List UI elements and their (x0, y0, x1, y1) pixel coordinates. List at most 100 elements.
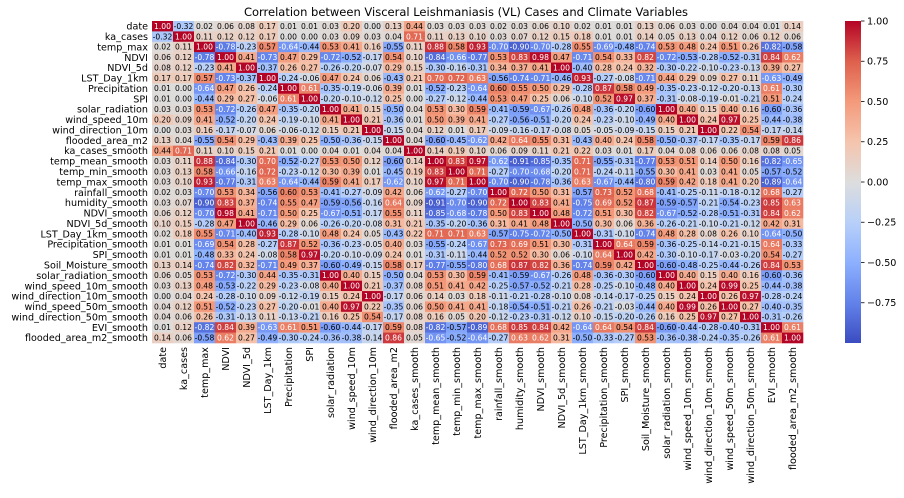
heatmap-cell (761, 176, 783, 188)
cell-value-label: -0.10 (699, 219, 719, 228)
cell-value-label: 0.04 (406, 126, 423, 135)
heatmap-cell (509, 249, 531, 261)
cell-value-label: -0.08 (300, 282, 320, 291)
cell-value-label: 0.25 (343, 313, 360, 322)
heatmap-cell (530, 301, 552, 313)
heatmap-cell (152, 301, 174, 313)
heatmap-cell (572, 322, 594, 333)
cell-value-label: 1.00 (322, 271, 339, 280)
heatmap-cell (740, 311, 762, 323)
cell-value-label: 0.09 (175, 115, 192, 124)
heatmap-cell (341, 332, 363, 344)
cell-value-label: 0.42 (469, 282, 486, 291)
heatmap-cell (362, 259, 384, 271)
cell-value-label: 0.50 (427, 115, 444, 124)
heatmap-cell (194, 197, 216, 209)
cell-value-label: 0.04 (385, 32, 402, 41)
heatmap-cell (782, 228, 804, 240)
cell-value-label: 0.63 (511, 334, 528, 343)
cell-value-label: 0.15 (658, 126, 675, 135)
heatmap-cell (698, 228, 720, 240)
heatmap-cell (614, 21, 636, 32)
cell-value-label: 1.00 (616, 250, 633, 259)
cell-value-label: 0.06 (553, 95, 570, 104)
cell-value-label: -0.35 (657, 84, 677, 93)
heatmap-cell (509, 156, 531, 167)
cell-value-label: -0.28 (216, 292, 236, 301)
cell-value-label: 0.11 (406, 43, 423, 52)
heatmap-cell (173, 187, 195, 198)
cell-value-label: 0.03 (427, 22, 444, 31)
heatmap-cell (593, 93, 615, 105)
heatmap-cell (782, 93, 804, 105)
heatmap-cell (236, 176, 258, 188)
cell-value-label: -0.84 (216, 157, 236, 166)
heatmap-cell (215, 332, 237, 344)
cell-value-label: -0.67 (531, 271, 551, 280)
heatmap-cell (467, 52, 489, 63)
cell-value-label: 1.00 (364, 126, 381, 135)
cell-value-label: 0.40 (679, 271, 696, 280)
column-label: Precipitation_smooth (599, 347, 610, 448)
heatmap-cell (719, 156, 741, 167)
cell-value-label: 0.50 (721, 157, 738, 166)
heatmap-cell (740, 197, 762, 209)
cell-value-label: -0.41 (489, 105, 509, 114)
heatmap-cell (572, 187, 594, 198)
row-label: EVI_smooth (92, 323, 148, 334)
cell-value-label: -0.91 (426, 198, 446, 207)
cell-value-label: 0.59 (595, 261, 612, 270)
cell-value-label: 0.06 (406, 302, 423, 311)
cell-value-label: 1.00 (322, 105, 339, 114)
heatmap-cell (425, 270, 447, 281)
heatmap-cell (257, 228, 279, 240)
cell-value-label: -0.26 (741, 334, 761, 343)
cell-value-label: 0.64 (595, 250, 612, 259)
heatmap-cell (383, 322, 405, 333)
heatmap-cell (614, 145, 636, 157)
heatmap-cell (782, 166, 804, 178)
cell-value-label: 0.88 (196, 157, 213, 166)
heatmap-cell (698, 145, 720, 157)
heatmap-cell (677, 156, 699, 167)
cell-value-label: -0.72 (216, 105, 236, 114)
cell-value-label: -0.10 (678, 250, 698, 259)
cell-value-label: 0.00 (406, 95, 423, 104)
cell-value-label: -0.23 (237, 302, 257, 311)
cell-value-label: 0.08 (742, 147, 759, 156)
cell-value-label: 0.53 (196, 105, 213, 114)
heatmap-cell (425, 114, 447, 126)
cell-value-label: -0.50 (783, 230, 803, 239)
heatmap-cell (425, 156, 447, 167)
heatmap-cell (530, 280, 552, 292)
cell-value-label: -0.28 (762, 292, 782, 301)
heatmap-cell (173, 41, 195, 53)
heatmap-cell (719, 72, 741, 84)
cell-value-label: 0.24 (343, 74, 360, 83)
cell-value-label: -0.62 (426, 188, 446, 197)
heatmap-cell (782, 332, 804, 344)
heatmap-cell (383, 239, 405, 250)
cell-value-label: -0.24 (300, 334, 320, 343)
heatmap-cell (362, 104, 384, 115)
cell-value-label: -0.10 (342, 250, 362, 259)
heatmap-cell (320, 145, 342, 157)
heatmap-cell (593, 270, 615, 281)
cell-value-label: -0.55 (426, 240, 446, 249)
heatmap-cell (593, 322, 615, 333)
heatmap-cell (341, 41, 363, 53)
heatmap-cell (740, 176, 762, 188)
cell-value-label: -0.68 (447, 209, 467, 218)
heatmap-cell (488, 62, 510, 74)
heatmap-cell (299, 270, 321, 281)
cell-value-label: -0.71 (258, 209, 278, 218)
heatmap-cell (257, 197, 279, 209)
cell-value-label: 0.26 (700, 302, 717, 311)
row-label: ka_cases (105, 32, 148, 43)
row-label: flooded_area_m2_smooth (25, 333, 148, 344)
colorbar-tick-label: 0.00 (867, 177, 888, 188)
heatmap-cell (677, 124, 699, 136)
cell-value-label: -0.15 (636, 126, 656, 135)
cell-value-label: -0.60 (321, 323, 341, 332)
heatmap-cell (740, 249, 762, 261)
